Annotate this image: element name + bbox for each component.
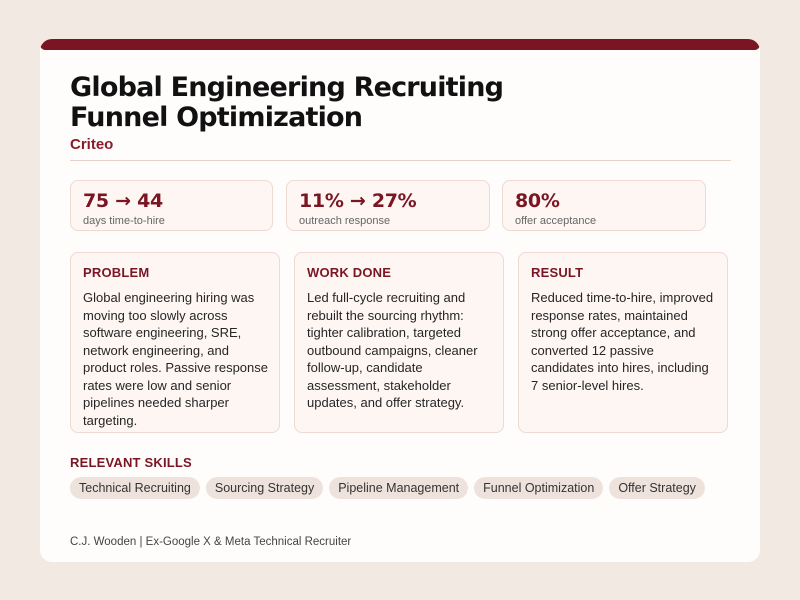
metric-outreach-response: 11% → 27% outreach response [286,180,490,231]
section-title: RESULT [531,265,584,280]
metric-value: 11% → 27% [299,190,417,212]
page-title: Global Engineering Recruiting Funnel Opt… [70,73,630,133]
metric-label: offer acceptance [515,215,597,227]
skill-chip: Sourcing Strategy [205,477,324,499]
section-body: Led full-cycle recruiting and rebuilt th… [307,290,478,410]
section-body: Global engineering hiring was moving too… [83,290,268,428]
work-done-section: WORK DONE Led full-cycle recruiting and … [294,252,504,433]
metric-label: outreach response [299,215,391,227]
company-name: Criteo [70,136,114,153]
skill-chip: Offer Strategy [609,477,705,499]
section-title: WORK DONE [307,265,392,280]
skills-list: Technical Recruiting Sourcing Strategy P… [70,477,705,499]
footer-credit: C.J. Wooden | Ex-Google X & Meta Technic… [70,536,352,548]
metric-time-to-hire: 75 → 44 days time-to-hire [70,180,273,231]
header-divider [70,160,731,161]
skill-chip: Technical Recruiting [70,477,200,499]
metric-label: days time-to-hire [83,215,165,227]
case-study-card: Global Engineering Recruiting Funnel Opt… [40,39,760,562]
accent-bar [40,39,760,50]
skills-heading: RELEVANT SKILLS [70,455,192,470]
title-line-2: Funnel Optimization [70,102,363,133]
skill-chip: Pipeline Management [329,477,469,499]
title-line-1: Global Engineering Recruiting [70,72,504,103]
metric-value: 75 → 44 [83,190,163,212]
result-section: RESULT Reduced time-to-hire, improved re… [518,252,728,433]
problem-section: PROBLEM Global engineering hiring was mo… [70,252,280,433]
skill-chip: Funnel Optimization [474,477,604,499]
metric-offer-acceptance: 80% offer acceptance [502,180,706,231]
section-title: PROBLEM [83,265,150,280]
section-body: Reduced time-to-hire, improved response … [531,290,714,393]
metric-value: 80% [515,190,560,212]
